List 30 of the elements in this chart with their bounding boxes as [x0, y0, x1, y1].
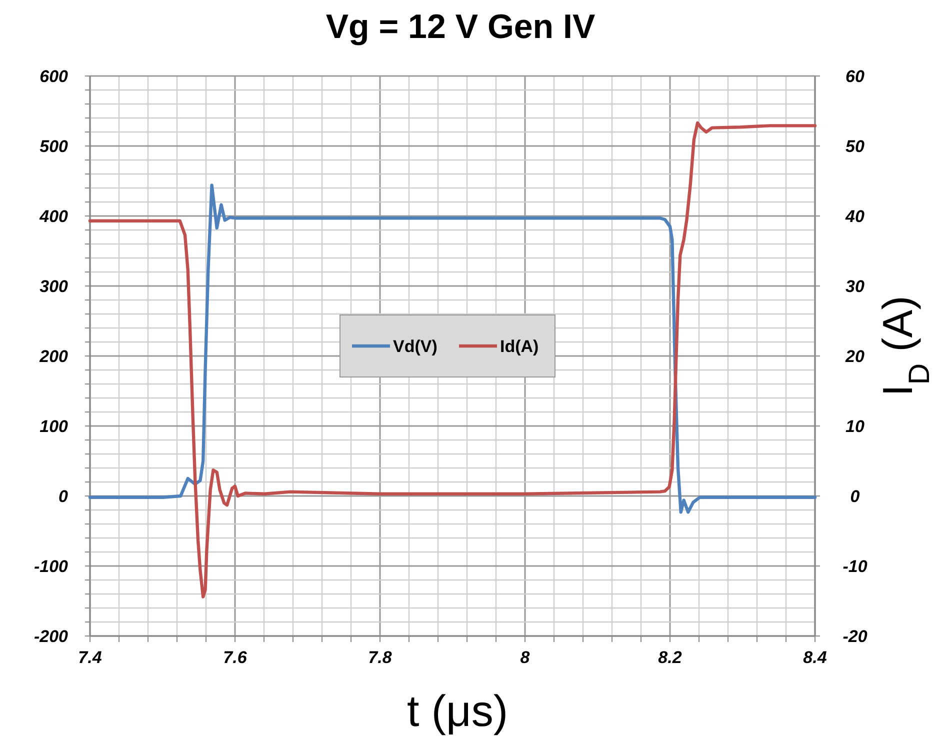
y-tick-label: 500 [40, 137, 69, 156]
y2-tick-label: 20 [844, 347, 865, 366]
x-tick-label: 7.6 [223, 648, 248, 667]
y-tick-label: -100 [34, 557, 69, 576]
y-tick-label: -200 [34, 627, 69, 646]
y-tick-label: 600 [40, 67, 69, 86]
line-series [88, 184, 817, 514]
y-tick-label: 200 [38, 347, 69, 366]
y2-tick-label: 50 [846, 137, 865, 156]
y-tick-label: 300 [40, 277, 69, 296]
y2-tick-label: 10 [846, 417, 865, 436]
y-tick-label: 400 [38, 207, 69, 226]
legend-label: Vd(V) [393, 337, 438, 356]
y2-tick-label: 40 [844, 207, 865, 226]
y2-tick-label: 0 [850, 487, 860, 506]
y2-tick-label: -20 [842, 627, 868, 646]
y2-tick-label: -10 [842, 557, 868, 576]
y-tick-label: 0 [58, 487, 69, 506]
legend-label: Id(A) [500, 337, 539, 356]
x-tick-label: 8.4 [803, 648, 828, 667]
y2-tick-label: 30 [846, 277, 865, 296]
x-tick-label: 7.4 [78, 648, 102, 667]
y2-tick-label: 60 [846, 67, 865, 86]
x-tick-label: 8 [520, 648, 530, 667]
x-tick-label: 8.2 [658, 648, 682, 667]
x-axis-title: t (μs) [406, 687, 508, 736]
chart-title: Vg = 12 V Gen IV [326, 8, 596, 46]
y-tick-label: 100 [40, 417, 69, 436]
line-series [88, 121, 817, 598]
x-tick-label: 7.8 [368, 648, 392, 667]
